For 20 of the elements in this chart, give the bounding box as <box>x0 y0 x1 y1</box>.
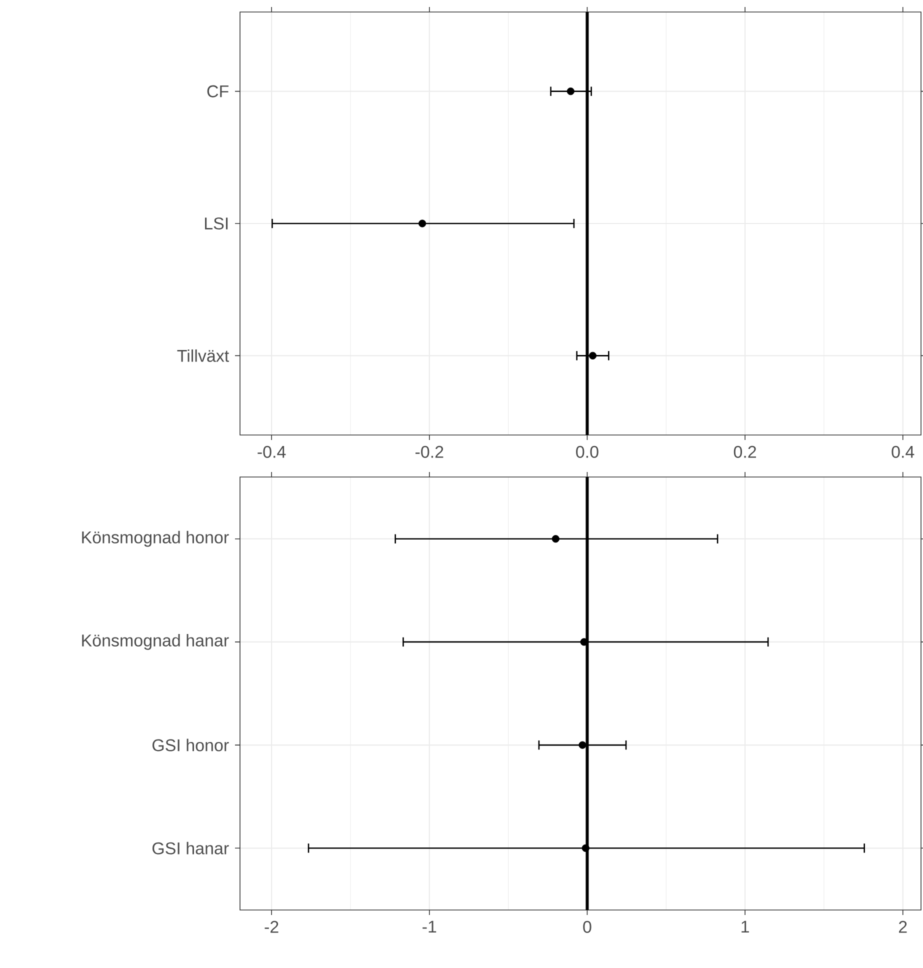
y-tick-label: Tillväxt <box>177 349 229 362</box>
x-tick-label: 0.2 <box>734 446 756 458</box>
y-tick-label: Könsmognad honor <box>82 530 229 547</box>
x-tick-label: 0.4 <box>892 446 914 458</box>
x-tick-label: 0 <box>583 920 592 933</box>
x-tick-label: 2 <box>899 920 907 933</box>
x-tick-label: -1 <box>422 920 436 933</box>
x-tick-label: 1 <box>742 920 749 933</box>
x-tick-label: -0.2 <box>416 446 444 458</box>
x-tick-label: -0.4 <box>258 446 286 458</box>
y-tick-label: Könsmognad hanar <box>82 634 229 650</box>
y-tick-label: GSI hanar <box>152 842 229 854</box>
y-tick-label: LSI <box>205 217 228 230</box>
y-tick-label: GSI honor <box>152 738 229 752</box>
point <box>578 741 586 749</box>
point <box>582 844 590 852</box>
point <box>552 535 560 543</box>
y-tick-label: CF <box>207 85 228 98</box>
x-tick-label: 0.0 <box>576 446 598 458</box>
x-tick-label: -2 <box>264 920 278 933</box>
